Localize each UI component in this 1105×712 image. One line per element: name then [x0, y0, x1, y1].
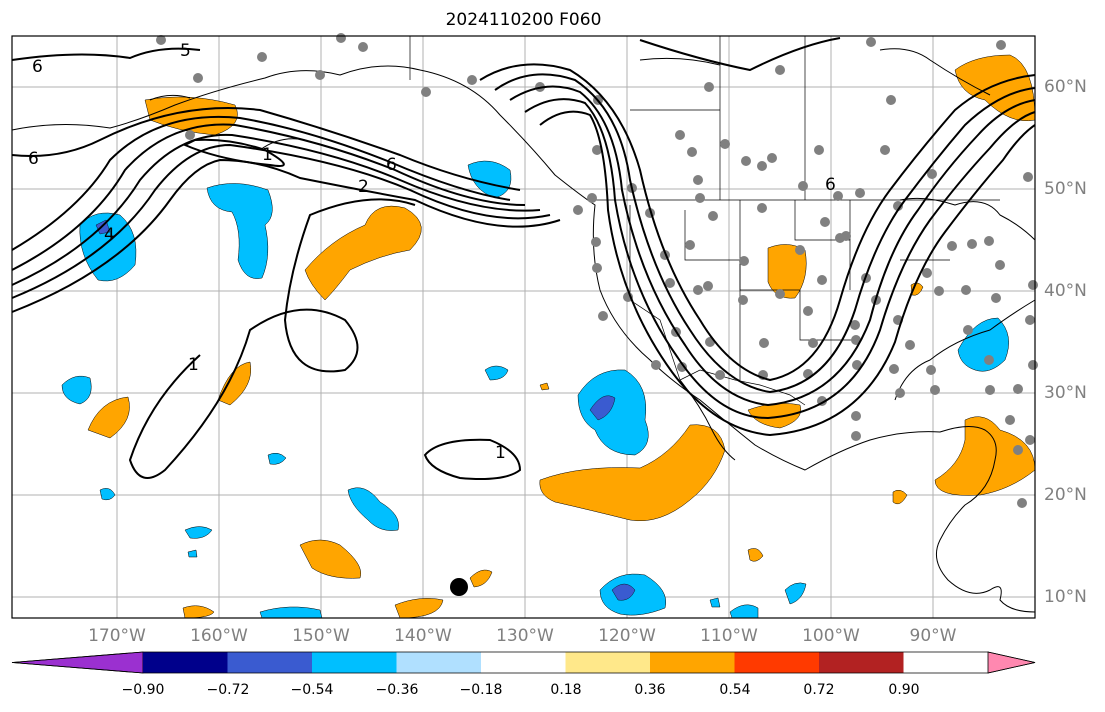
lon-label: 120°W: [598, 626, 656, 646]
contour-lines: [11, 37, 1036, 480]
colorbar-tick-label: 0.18: [550, 682, 582, 698]
colorbar: [11, 651, 1036, 674]
colorbar-segment: [819, 652, 904, 673]
colorbar-segment: [734, 652, 819, 673]
contour-labels: 5 6 6 1 2 6 4 1 1 6: [28, 41, 836, 463]
contour-label: 6: [28, 149, 39, 169]
contour-label: 1: [262, 145, 273, 165]
political-borders: [409, 36, 1000, 406]
positive-anomaly-fills: [87, 54, 1036, 619]
strong-negative-fills: [95, 219, 636, 601]
lon-label: 110°W: [700, 626, 758, 646]
colorbar-segment: [650, 652, 735, 673]
lat-label: 60°N: [1044, 77, 1087, 97]
contour-label: 2: [358, 177, 369, 197]
colorbar-segment: [565, 652, 650, 673]
lon-label: 170°W: [88, 626, 146, 646]
coastlines: [11, 48, 1036, 613]
colorbar-extend-high: [987, 651, 1036, 674]
colorbar-segment: [143, 652, 228, 673]
lon-label: 160°W: [190, 626, 248, 646]
contour-label: 6: [386, 155, 397, 175]
lon-label: 150°W: [292, 626, 350, 646]
colorbar-segment: [312, 652, 397, 673]
lon-label: 130°W: [496, 626, 554, 646]
lon-label: 100°W: [802, 626, 860, 646]
lat-label: 20°N: [1044, 485, 1087, 505]
contour-label: 1: [188, 355, 199, 375]
colorbar-tick-label: −0.18: [459, 682, 503, 698]
colorbar-tick-label: −0.72: [206, 682, 250, 698]
colorbar-tick-label: −0.54: [290, 682, 334, 698]
map-title: 2024110200 F060: [445, 10, 602, 30]
colorbar-tick-label: −0.90: [121, 682, 165, 698]
colorbar-segment: [227, 652, 312, 673]
lat-label: 50°N: [1044, 179, 1087, 199]
lat-label: 30°N: [1044, 383, 1087, 403]
lon-label: 140°W: [394, 626, 452, 646]
contour-label: 6: [32, 57, 43, 77]
colorbar-tick-label: 0.36: [634, 682, 666, 698]
colorbar-tick-label: −0.36: [375, 682, 419, 698]
lat-label: 40°N: [1044, 281, 1087, 301]
colorbar-tick-label: 0.72: [803, 682, 835, 698]
colorbar-tick-label: 0.90: [888, 682, 920, 698]
colorbar-segment: [481, 652, 566, 673]
contour-label: 5: [180, 41, 191, 61]
contour-label: 4: [104, 225, 115, 245]
storm-marker: [450, 578, 468, 596]
colorbar-segment: [396, 652, 481, 673]
map-frame: [11, 35, 1036, 619]
contour-label: 1: [495, 443, 506, 463]
colorbar-extend-low: [11, 651, 144, 674]
colorbar-tick-label: 0.54: [719, 682, 751, 698]
contour-label: 6: [825, 175, 836, 195]
station-dots: [156, 33, 1038, 508]
colorbar-outline: [11, 651, 1036, 674]
lon-label: 90°W: [909, 626, 957, 646]
lat-label: 10°N: [1044, 587, 1087, 607]
